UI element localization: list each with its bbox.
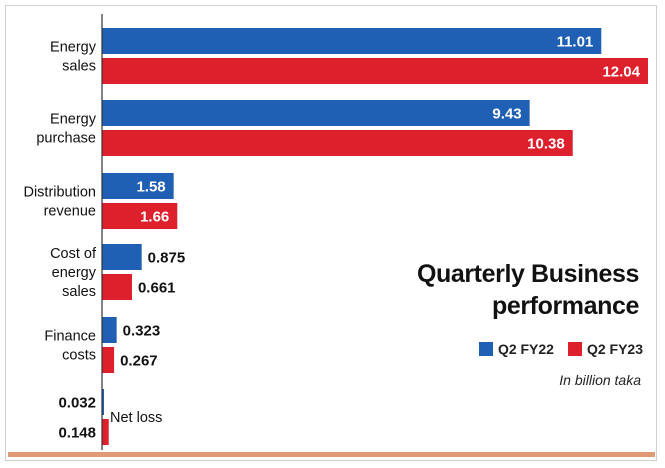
value-label-net-loss-q2-fy22: 0.032 <box>58 395 96 412</box>
value-label-distribution-revenue-q2-fy22: 1.58 <box>136 179 165 196</box>
category-label-line: Distribution <box>23 185 96 201</box>
category-label-line: purchase <box>36 131 96 147</box>
category-label-line: Energy <box>50 40 97 56</box>
value-label-net-loss-q2-fy23: 0.148 <box>58 425 96 442</box>
legend: Q2 FY22 Q2 FY23 <box>478 341 643 357</box>
value-label-energy-purchase-q2-fy23: 10.38 <box>527 136 565 153</box>
chart-title-line-2: performance <box>491 292 639 320</box>
bar-finance-costs-q2-fy23 <box>102 347 115 373</box>
legend-item-q2-fy22: Q2 FY22 <box>478 341 554 357</box>
value-label-finance-costs-q2-fy22: 0.323 <box>123 323 161 340</box>
bar-energy-sales-q2-fy22 <box>102 28 602 54</box>
chart-title: Quarterly Business performance <box>417 258 639 322</box>
category-label-line: sales <box>62 284 96 300</box>
bar-energy-purchase-q2-fy23 <box>102 130 573 156</box>
category-label-distribution-revenue: Distribution revenue <box>23 185 96 220</box>
bar-cost-of-energy-sales-q2-fy23 <box>102 274 132 300</box>
category-label-line: Cost of <box>50 246 97 262</box>
legend-item-q2-fy23: Q2 FY23 <box>567 341 643 357</box>
value-label-energy-purchase-q2-fy22: 9.43 <box>492 106 521 123</box>
value-label-cost-of-energy-sales-q2-fy23: 0.661 <box>138 280 176 297</box>
bar-net-loss-q2-fy22 <box>102 389 104 415</box>
bar-energy-purchase-q2-fy22 <box>102 100 530 126</box>
category-label-net-loss: Net loss <box>110 410 162 426</box>
category-label-energy-purchase: Energy purchase <box>36 112 96 147</box>
category-label-energy-sales: Energy sales <box>50 40 97 75</box>
legend-label-q2-fy23: Q2 FY23 <box>586 341 643 357</box>
category-label-line: revenue <box>44 204 96 220</box>
category-label-cost-of-energy-sales: Cost of energy sales <box>50 246 97 300</box>
bar-finance-costs-q2-fy22 <box>102 317 117 343</box>
category-label-line: costs <box>62 348 96 364</box>
category-label-line: Net loss <box>110 410 162 426</box>
bar-distribution-revenue-q2-fy23 <box>102 203 178 229</box>
bottom-rule <box>8 452 655 457</box>
category-label-line: Finance <box>44 329 96 345</box>
category-label-line: Energy <box>50 112 97 128</box>
category-label-finance-costs: Finance costs <box>44 329 96 364</box>
value-label-finance-costs-q2-fy23: 0.267 <box>120 353 158 370</box>
category-label-line: sales <box>62 59 96 75</box>
legend-swatch-q2-fy23 <box>567 342 582 356</box>
unit-note: In billion taka <box>559 372 641 388</box>
value-label-cost-of-energy-sales-q2-fy22: 0.875 <box>148 250 186 267</box>
bar-energy-sales-q2-fy23 <box>102 58 648 84</box>
value-label-distribution-revenue-q2-fy23: 1.66 <box>140 209 169 226</box>
value-label-energy-sales-q2-fy22: 11.01 <box>557 34 594 51</box>
bar-net-loss-q2-fy23 <box>102 419 109 445</box>
category-label-line: energy <box>52 265 97 281</box>
value-label-energy-sales-q2-fy23: 12.04 <box>602 64 640 81</box>
bar-distribution-revenue-q2-fy22 <box>102 173 174 199</box>
chart-title-line-1: Quarterly Business <box>416 260 639 288</box>
bar-cost-of-energy-sales-q2-fy22 <box>102 244 142 270</box>
legend-label-q2-fy22: Q2 FY22 <box>497 341 554 357</box>
legend-swatch-q2-fy22 <box>478 342 493 356</box>
